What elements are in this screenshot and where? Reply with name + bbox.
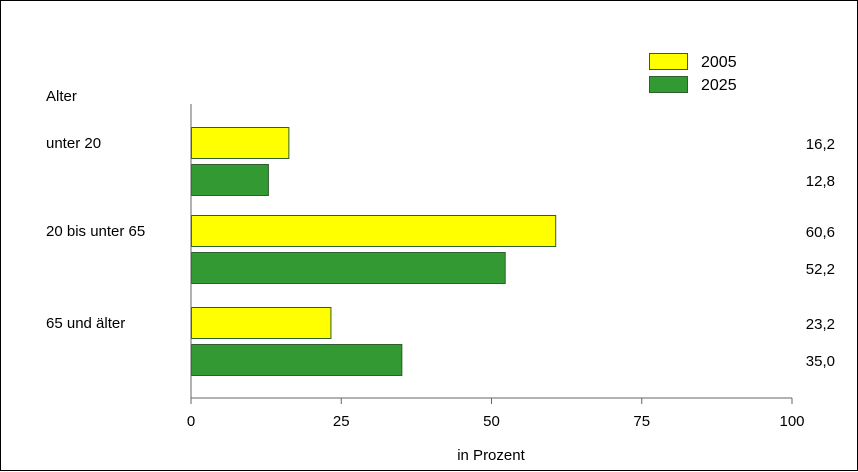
- bar-2005-1: [191, 215, 557, 247]
- bar-2025-1: [191, 252, 506, 284]
- value-label: 16,2: [806, 136, 835, 153]
- category-labels: unter 20 20 bis unter 65 65 und älter: [46, 135, 145, 332]
- value-label: 60,6: [806, 224, 835, 241]
- x-tick-label: 100: [779, 413, 804, 430]
- bar-2005-2: [191, 307, 332, 339]
- legend-label: 2005: [701, 54, 737, 71]
- x-axis-title: in Prozent: [457, 447, 525, 464]
- legend: 2005 2025: [649, 53, 737, 94]
- x-tick-label: 50: [483, 413, 500, 430]
- legend-swatch-2025: [649, 76, 688, 93]
- legend-swatch-2005: [649, 53, 688, 70]
- value-label: 35,0: [806, 353, 835, 370]
- bar-2025-2: [191, 344, 403, 376]
- value-label: 23,2: [806, 316, 835, 333]
- legend-label: 2025: [701, 77, 737, 94]
- x-tick-label: 0: [187, 413, 195, 430]
- value-label: 52,2: [806, 261, 835, 278]
- x-tick-label: 25: [333, 413, 350, 430]
- bar-2005-0: [191, 127, 290, 159]
- value-labels: 16,2 12,8 60,6 52,2 23,2 35,0: [806, 136, 835, 370]
- category-label: 20 bis unter 65: [46, 223, 145, 240]
- bar-2025-0: [191, 164, 269, 196]
- category-label: unter 20: [46, 135, 101, 152]
- x-axis-ticks: 0 25 50 75 100: [187, 398, 805, 430]
- y-axis-title: Alter: [46, 88, 77, 105]
- value-label: 12,8: [806, 173, 835, 190]
- bars-group: [191, 127, 557, 376]
- category-label: 65 und älter: [46, 315, 125, 332]
- x-tick-label: 75: [633, 413, 650, 430]
